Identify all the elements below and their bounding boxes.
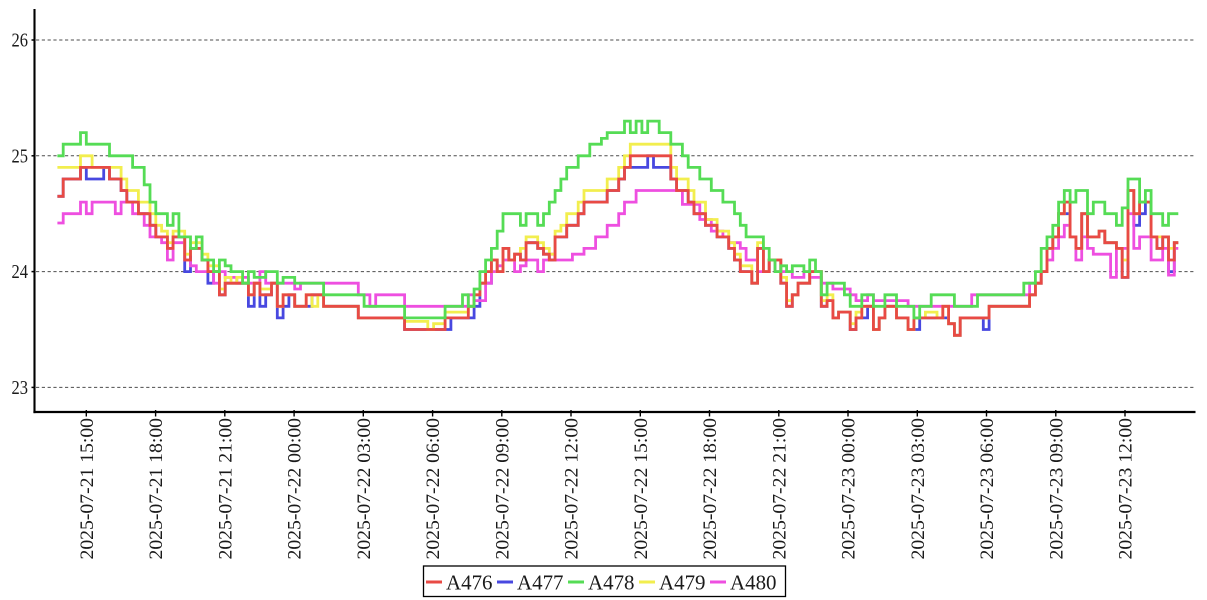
svg-text:2025-07-22 06:00: 2025-07-22 06:00 (423, 418, 444, 559)
svg-text:A477: A477 (517, 571, 564, 595)
svg-text:2025-07-23 09:00: 2025-07-23 09:00 (1046, 418, 1067, 560)
svg-text:A479: A479 (659, 571, 706, 595)
svg-text:2025-07-23 00:00: 2025-07-23 00:00 (839, 418, 860, 560)
svg-text:26: 26 (12, 30, 29, 52)
svg-text:2025-07-22 21:00: 2025-07-22 21:00 (769, 418, 790, 560)
svg-text:2025-07-22 03:00: 2025-07-22 03:00 (354, 418, 375, 560)
svg-text:2025-07-22 18:00: 2025-07-22 18:00 (700, 418, 721, 560)
svg-text:2025-07-21 21:00: 2025-07-21 21:00 (215, 418, 236, 560)
svg-text:2025-07-23 06:00: 2025-07-23 06:00 (977, 418, 998, 560)
svg-text:2025-07-23 12:00: 2025-07-23 12:00 (1116, 418, 1137, 560)
svg-text:2025-07-22 12:00: 2025-07-22 12:00 (562, 418, 583, 560)
svg-text:2025-07-22 09:00: 2025-07-22 09:00 (492, 418, 513, 560)
svg-text:A478: A478 (588, 571, 635, 595)
svg-text:25: 25 (12, 145, 29, 167)
svg-text:2025-07-23 03:00: 2025-07-23 03:00 (908, 418, 929, 560)
svg-text:2025-07-22 15:00: 2025-07-22 15:00 (631, 418, 652, 560)
svg-text:24: 24 (12, 261, 29, 283)
svg-text:2025-07-21 18:00: 2025-07-21 18:00 (146, 418, 167, 560)
svg-text:2025-07-21 15:00: 2025-07-21 15:00 (77, 418, 98, 560)
svg-text:2025-07-22 00:00: 2025-07-22 00:00 (285, 418, 306, 559)
svg-text:A480: A480 (730, 571, 777, 595)
svg-text:23: 23 (12, 377, 29, 399)
svg-text:A476: A476 (446, 571, 493, 595)
